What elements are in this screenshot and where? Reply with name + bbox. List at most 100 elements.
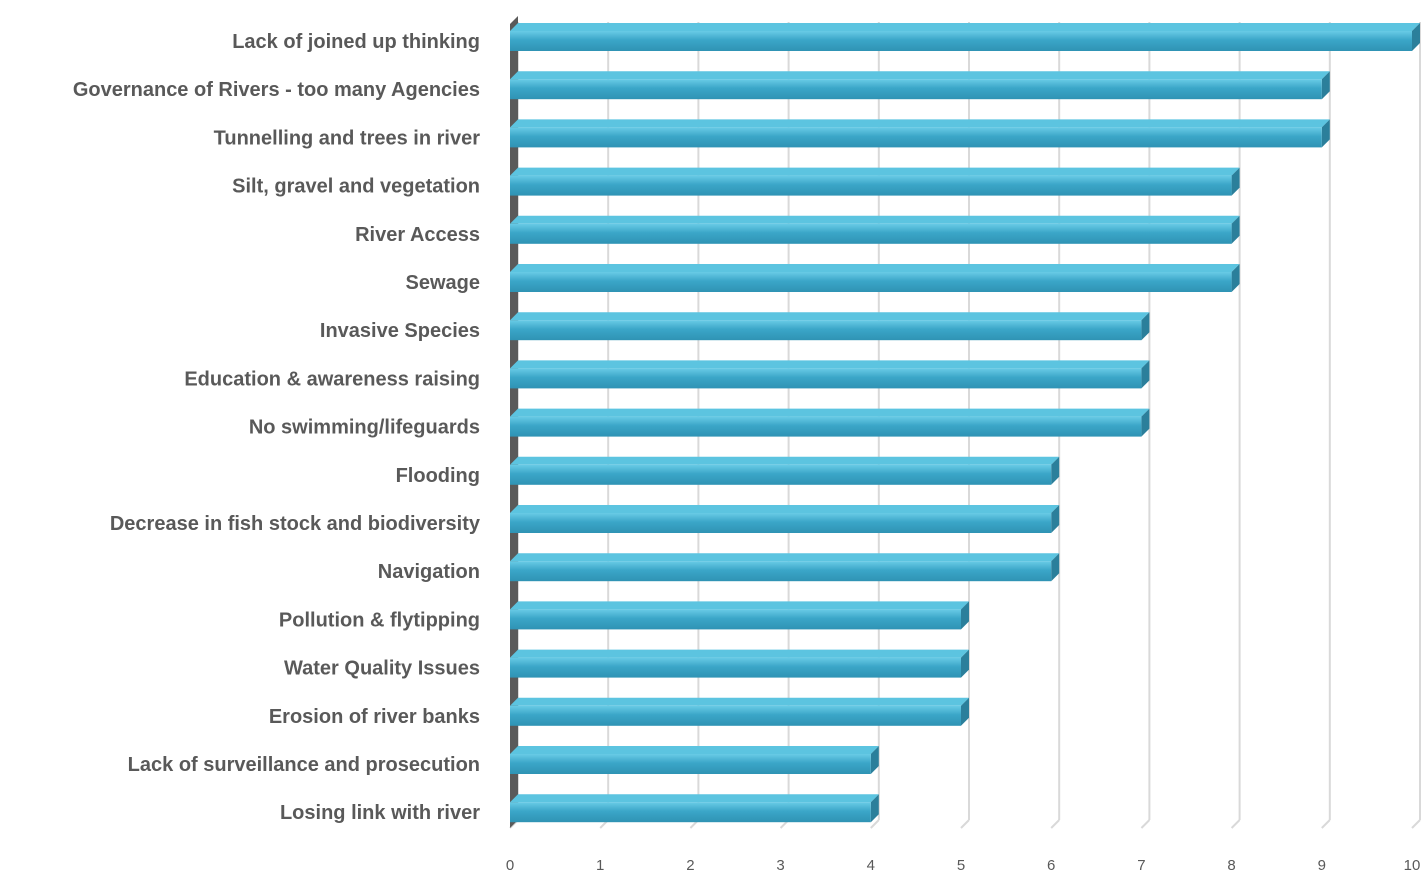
bar-side (1231, 167, 1240, 196)
bar (510, 754, 871, 774)
bar-group (510, 408, 1150, 437)
category-label: Silt, gravel and vegetation (232, 176, 480, 198)
x-tick-label: 6 (1047, 857, 1055, 874)
bar-group (510, 697, 969, 726)
bar-side (1141, 360, 1150, 389)
bar-side (961, 649, 969, 678)
bar-group (510, 456, 1060, 485)
bar-group (510, 360, 1150, 389)
bar-top (510, 697, 969, 706)
category-label: Sewage (406, 272, 480, 294)
bar (510, 561, 1052, 582)
category-label: Education & awareness raising (184, 368, 480, 390)
bar-group (510, 794, 879, 823)
bar-group (510, 505, 1060, 533)
bar-group (510, 119, 1330, 148)
bar-side (1412, 23, 1420, 51)
x-tick-label: 5 (957, 857, 965, 874)
category-label: Water Quality Issues (284, 658, 480, 680)
x-tick-label: 2 (686, 857, 694, 874)
x-tick-label: 0 (506, 857, 514, 874)
category-label: Invasive Species (320, 320, 480, 342)
bar-top (510, 71, 1330, 80)
bar-side (1321, 71, 1330, 100)
bar-side (1051, 456, 1060, 485)
bar-group (510, 167, 1240, 196)
category-label: Losing link with river (280, 802, 480, 824)
category-label: Navigation (378, 561, 480, 583)
bar-side (1141, 312, 1150, 341)
bar-group (510, 601, 969, 630)
bar-top (510, 119, 1330, 128)
bar-group (510, 71, 1330, 100)
bar-top (510, 553, 1060, 562)
bar-side (961, 601, 969, 630)
bar-side (870, 746, 879, 774)
gridline-floor (1411, 819, 1421, 829)
bar (510, 175, 1232, 196)
category-label: Lack of joined up thinking (232, 31, 480, 53)
bar-top (510, 360, 1150, 369)
bar-group (510, 215, 1240, 244)
bar-top (510, 408, 1150, 417)
bar-side (1231, 264, 1240, 292)
x-tick-label: 8 (1227, 857, 1235, 874)
x-tick-label: 1 (596, 857, 604, 874)
bar (510, 802, 871, 823)
bar-side (1141, 408, 1150, 437)
gridline-floor (960, 819, 970, 829)
category-label: Erosion of river banks (269, 706, 480, 728)
bar (510, 368, 1142, 389)
bar (510, 127, 1322, 148)
gridline-floor (1321, 819, 1331, 829)
bar-group (510, 649, 969, 678)
bar-top (510, 264, 1240, 272)
category-label: River Access (355, 224, 480, 246)
x-tick-label: 7 (1137, 857, 1145, 874)
bar (510, 79, 1322, 100)
bar (510, 705, 961, 726)
bar-top (510, 505, 1060, 513)
bar-group (510, 746, 879, 774)
bar-side (1231, 215, 1240, 244)
bar-top (510, 456, 1060, 465)
x-tick-label: 4 (867, 857, 875, 874)
bar-top (510, 794, 879, 803)
gridline-floor (1230, 819, 1241, 829)
bar-top (510, 649, 969, 658)
gridline-floor (1140, 819, 1151, 829)
bar (510, 513, 1052, 533)
bar-group (510, 23, 1420, 51)
bar-top (510, 746, 879, 754)
bar (510, 657, 961, 678)
bar (510, 223, 1232, 244)
bar (510, 31, 1412, 51)
bar-side (961, 697, 969, 726)
bar-side (1321, 119, 1330, 148)
category-label: Tunnelling and trees in river (214, 127, 481, 149)
x-tick-label: 10 (1404, 857, 1421, 874)
bar-side (1051, 505, 1060, 533)
bar (510, 416, 1142, 437)
bar-top (510, 601, 969, 610)
category-label: Lack of surveillance and prosecution (128, 754, 480, 776)
bar-top (510, 167, 1240, 176)
bar-top (510, 23, 1420, 31)
bar (510, 609, 961, 630)
bar-group (510, 553, 1060, 582)
category-label: Governance of Rivers - too many Agencies (73, 79, 480, 101)
category-label: Pollution & flytipping (279, 609, 480, 631)
category-label: Flooding (396, 465, 480, 487)
category-label: No swimming/lifeguards (249, 417, 480, 439)
bar-top (510, 215, 1240, 224)
gridline-floor (1050, 819, 1060, 829)
bar-top (510, 312, 1150, 321)
category-label: Decrease in fish stock and biodiversity (110, 513, 481, 535)
bar (510, 272, 1232, 292)
bar-side (1051, 553, 1060, 582)
bar (510, 464, 1052, 485)
bar-side (870, 794, 879, 823)
x-tick-label: 3 (776, 857, 784, 874)
